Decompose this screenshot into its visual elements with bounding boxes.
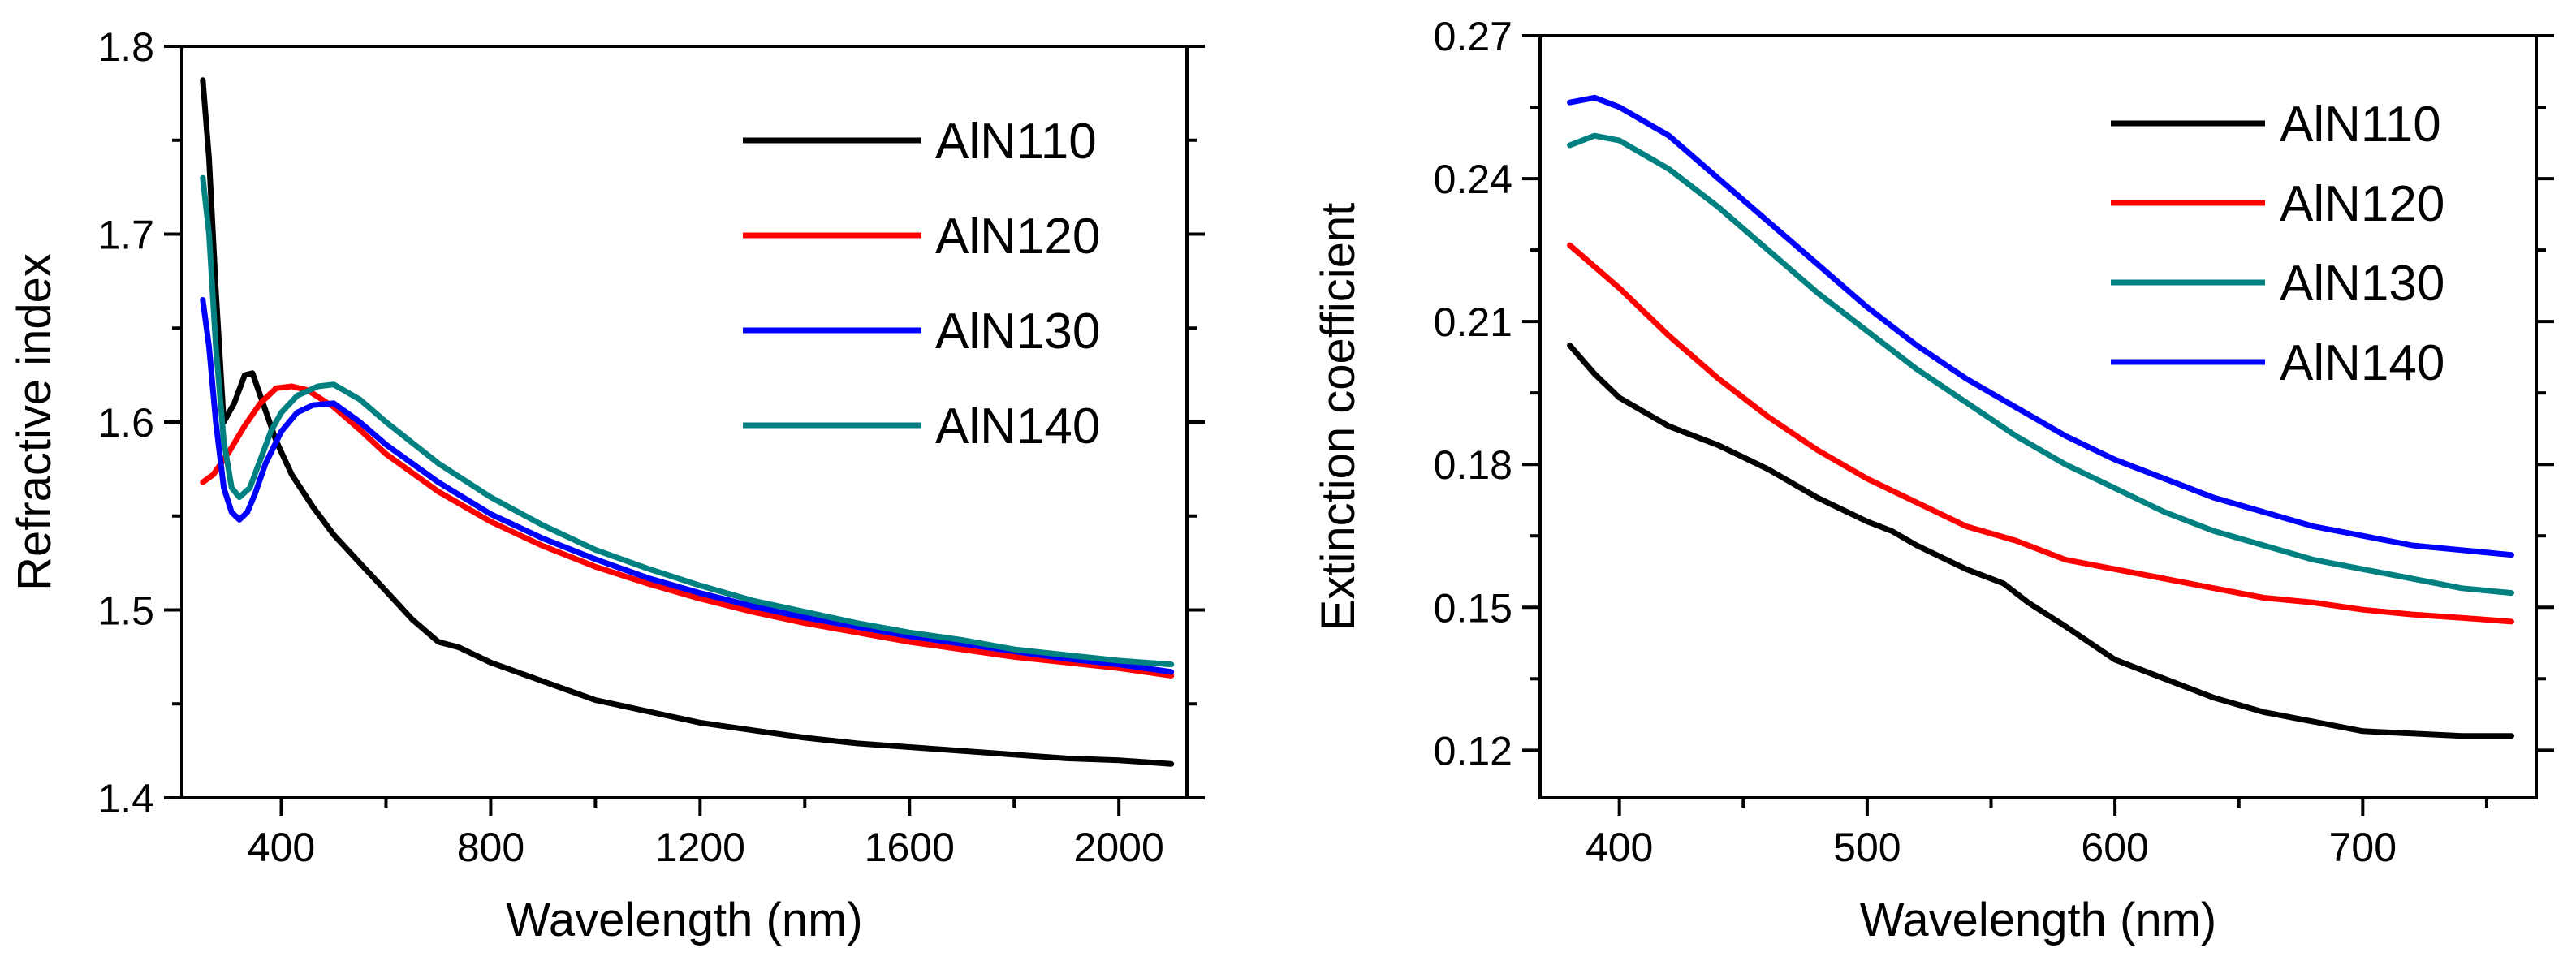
legend-label: AlN130 xyxy=(935,304,1100,360)
legend-label: AlN110 xyxy=(2280,97,2441,153)
y-tick-label: 1.5 xyxy=(97,588,154,634)
x-axis-title: Wavelength (nm) xyxy=(506,894,862,946)
series-line-aln130 xyxy=(200,297,1175,675)
series-line-aln130 xyxy=(1567,132,2514,597)
x-tick-label: 1600 xyxy=(865,825,955,870)
x-tick-label: 600 xyxy=(2081,825,2148,870)
legend-label: AlN120 xyxy=(2280,176,2444,232)
series-line-aln120 xyxy=(1567,242,2514,625)
x-tick-label: 1200 xyxy=(655,825,745,870)
y-tick-label: 1.4 xyxy=(97,776,154,821)
y-tick-label: 1.8 xyxy=(97,24,154,70)
x-tick-label: 400 xyxy=(1586,825,1653,870)
plot-frame xyxy=(1538,34,2538,799)
series-line-aln120 xyxy=(200,383,1175,679)
x-tick-label: 700 xyxy=(2329,825,2397,870)
y-tick-label: 0.18 xyxy=(1434,442,1512,488)
series-line-aln110 xyxy=(1567,343,2514,739)
legend-label: AlN140 xyxy=(935,399,1100,455)
y-axis-title: Extinction coefficient xyxy=(1312,203,1365,631)
x-tick-label: 500 xyxy=(1833,825,1901,870)
y-tick-label: 0.24 xyxy=(1434,157,1512,202)
legend-label: AlN140 xyxy=(2280,335,2444,391)
x-tick-label: 2000 xyxy=(1074,825,1164,870)
x-tick-label: 800 xyxy=(457,825,524,870)
extinction-coefficient-chart: 400 500 600 700 0.12 0.15 0.18 0.21 0.24 0.27 Wave… xyxy=(1312,14,2554,946)
y-tick-label: 0.12 xyxy=(1434,728,1512,773)
series-line-aln140 xyxy=(1567,94,2514,558)
x-axis-title: Wavelength (nm) xyxy=(1860,894,2216,946)
legend-label: AlN110 xyxy=(935,114,1097,170)
y-tick-label: 1.6 xyxy=(97,400,154,446)
legend-label: AlN120 xyxy=(935,209,1100,265)
y-axis-title: Refractive index xyxy=(8,253,61,591)
x-tick-label: 400 xyxy=(248,825,315,870)
y-tick-label: 0.15 xyxy=(1434,585,1512,631)
y-tick-label: 1.7 xyxy=(97,213,154,258)
series-line-aln110 xyxy=(200,77,1175,767)
legend-label: AlN130 xyxy=(2280,256,2444,312)
y-tick-label: 0.21 xyxy=(1434,299,1512,345)
refractive-index-chart: 400 800 1200 1600 2000 1.4 1.5 1.6 1.7 1.8 Wavelen… xyxy=(8,24,1205,946)
y-tick-label: 0.27 xyxy=(1434,14,1512,59)
series-line-aln140 xyxy=(200,174,1175,668)
